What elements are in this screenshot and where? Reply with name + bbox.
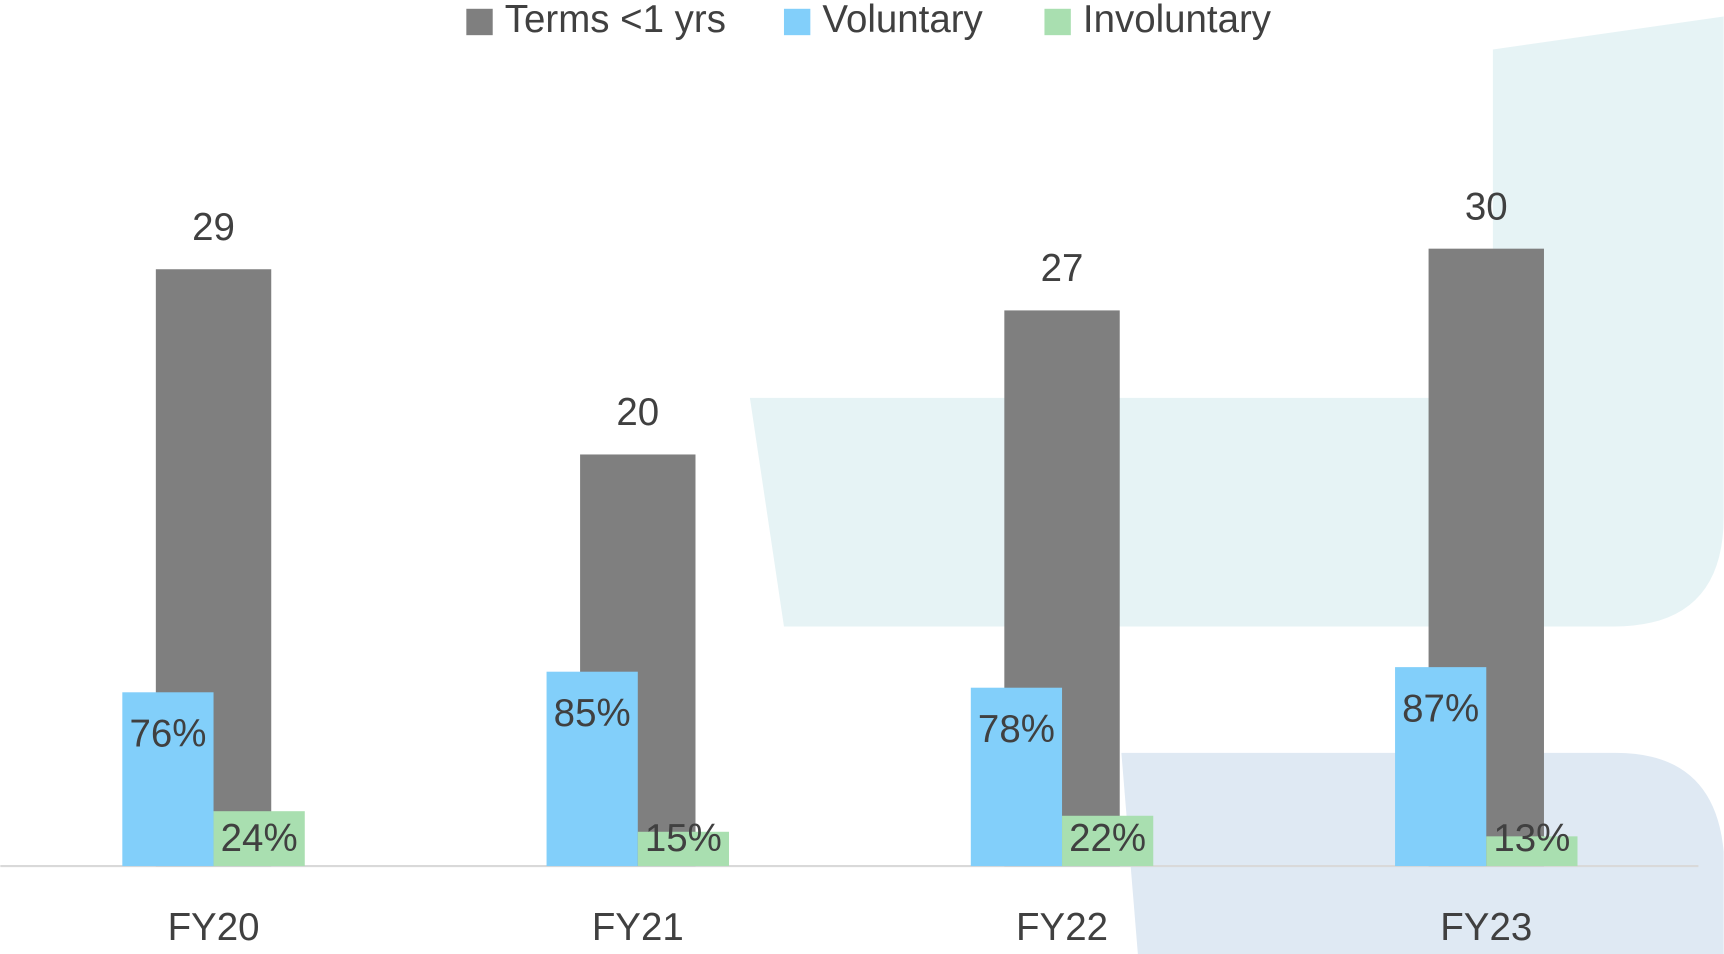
legend-swatch [466, 8, 493, 36]
bar [546, 671, 638, 867]
x-tick-label: FY22 [1016, 906, 1108, 949]
legend-label: Involuntary [1083, 0, 1272, 41]
x-tick-label: FY21 [592, 906, 684, 949]
data-label: 78% [978, 708, 1055, 751]
bar [213, 811, 305, 867]
legend-label: Terms <1 yrs [505, 0, 726, 41]
data-label: 85% [554, 692, 631, 735]
legend-swatch [783, 8, 811, 36]
data-label: 20 [616, 391, 659, 434]
data-label: 15% [645, 817, 722, 860]
bar [637, 831, 730, 867]
legend-label: Voluntary [822, 0, 983, 41]
data-label: 87% [1402, 687, 1479, 730]
bar [122, 692, 214, 867]
x-tick-label: FY23 [1440, 906, 1532, 949]
data-label: 29 [192, 206, 235, 249]
bar [1395, 667, 1487, 867]
x-tick-label: FY20 [168, 906, 260, 949]
data-label: 30 [1465, 185, 1508, 228]
bar [1062, 815, 1154, 867]
data-label: 76% [129, 712, 206, 755]
bar [1486, 836, 1578, 867]
data-label: 27 [1041, 247, 1084, 290]
bar [970, 687, 1063, 867]
data-label: 22% [1069, 817, 1146, 860]
data-label: 13% [1493, 817, 1570, 860]
legend-swatch [1044, 8, 1071, 36]
data-label: 24% [221, 817, 298, 860]
background-decoration [749, 16, 1724, 954]
